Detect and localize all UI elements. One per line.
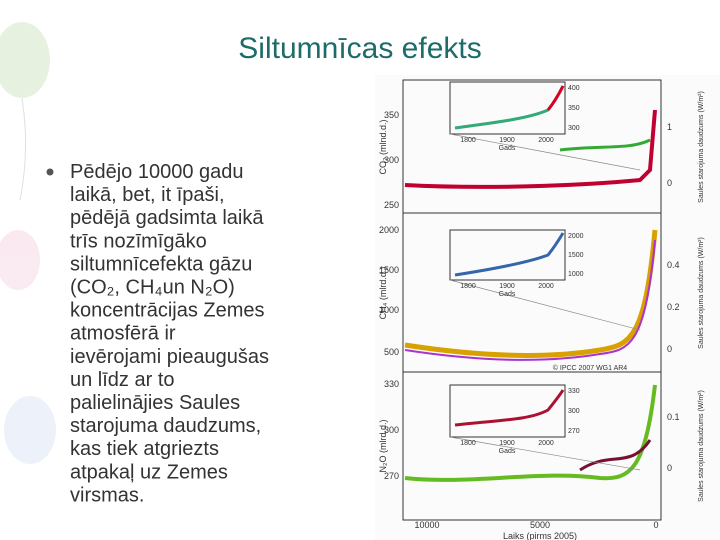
right-axis-label: Saules starojuma daudzums (W/m²) [698, 91, 705, 203]
inset-y-tick: 2000 [568, 233, 584, 240]
inset-x-tick: 1900 [499, 283, 515, 290]
inset-x-label: Gads [499, 448, 516, 455]
y-tick-label: 330 [384, 379, 399, 389]
bullet-dot [46, 168, 54, 176]
inset-x-tick: 1900 [499, 440, 515, 447]
y-tick-label: 350 [384, 110, 399, 120]
inset-y-tick: 300 [568, 408, 580, 415]
inset-x-label: Gads [499, 291, 516, 298]
inset-x-tick: 1800 [460, 137, 476, 144]
y-tick-label: 300 [384, 425, 399, 435]
x-axis-label: Laiks (pirms 2005) [503, 531, 577, 540]
y-tick-label: 1000 [379, 305, 399, 315]
y-axis-label: CO₂ (mlnd.d.) [378, 119, 388, 174]
y-tick-label: 270 [384, 471, 399, 481]
y-axis-label: CH₄ (mlrd.d.) [378, 267, 388, 320]
inset-y-tick: 300 [568, 125, 580, 132]
y-axis-label: N₂O (mlrd.d.) [378, 420, 388, 473]
right-tick-label: 0 [667, 463, 672, 473]
right-tick-label: 0 [667, 178, 672, 188]
bullet-line: kas tiek atgriezts [70, 438, 219, 460]
bullet-line: ievērojami pieaugušas [70, 346, 269, 368]
credit: © IPCC 2007 WG1 AR4 [553, 364, 628, 372]
decoration [0, 22, 56, 464]
bullet-line: atpakaļ uz Zemes [70, 461, 228, 483]
y-tick-label: 300 [384, 155, 399, 165]
inset-x-label: Gads [499, 145, 516, 152]
right-tick-label: 0 [667, 344, 672, 354]
bullet-line: Pēdējo 10000 gadu [70, 161, 244, 183]
y-tick-label: 1500 [379, 265, 399, 275]
right-tick-label: 0.4 [667, 260, 680, 270]
inset-x-tick: 1900 [499, 137, 515, 144]
bullet-line: laikā, bet, it īpaši, [70, 184, 225, 206]
figure-labels: CO₂ (mlnd.d.) Saules starojuma daudzums (… [378, 85, 705, 540]
inset-y-tick: 270 [568, 428, 580, 435]
bullet-line: trīs nozīmīgāko [70, 230, 207, 252]
y-tick-label: 2000 [379, 225, 399, 235]
slide-title: Siltumnīcas efekts [238, 32, 481, 65]
inset-x-tick: 1800 [460, 440, 476, 447]
y-tick-label: 500 [384, 347, 399, 357]
right-axis-label: Saules starojuma daudzums (W/m²) [698, 237, 705, 349]
inset-y-tick: 1000 [568, 271, 584, 278]
inset-x-tick: 2000 [538, 440, 554, 447]
inset-x-tick: 2000 [538, 283, 554, 290]
inset-y-tick: 1500 [568, 252, 584, 259]
inset-x-tick: 2000 [538, 137, 554, 144]
inset-y-tick: 350 [568, 105, 580, 112]
bullet-line: un līdz ar to [70, 369, 175, 391]
x-tick-label: 5000 [530, 520, 550, 530]
figure [402, 79, 662, 521]
bullet-line: koncentrācijas Zemes [70, 300, 265, 322]
bullet-line: atmosfērā ir [70, 323, 176, 345]
y-tick-label: 250 [384, 200, 399, 210]
right-tick-label: 0.2 [667, 302, 680, 312]
inset-y-tick: 400 [568, 85, 580, 92]
bullet-line: virsmas. [70, 484, 144, 506]
x-tick-label: 10000 [414, 520, 439, 530]
bullet-line: siltumnīcefekta gāzu [70, 253, 252, 275]
bullet-line: (CO₂, CH₄un N₂O) [70, 277, 235, 299]
bullet-line: palielinājies Saules [70, 392, 240, 414]
bullet-line: starojuma daudzums, [70, 415, 261, 437]
inset-x-tick: 1800 [460, 283, 476, 290]
bullet-line: pēdējā gadsimta laikā [70, 207, 264, 229]
right-tick-label: 0.1 [667, 412, 680, 422]
right-axis-label: Saules starojuma daudzums (W/m²) [698, 390, 705, 502]
x-tick-label: 0 [653, 520, 658, 530]
right-tick-label: 1 [667, 122, 672, 132]
inset-y-tick: 330 [568, 388, 580, 395]
